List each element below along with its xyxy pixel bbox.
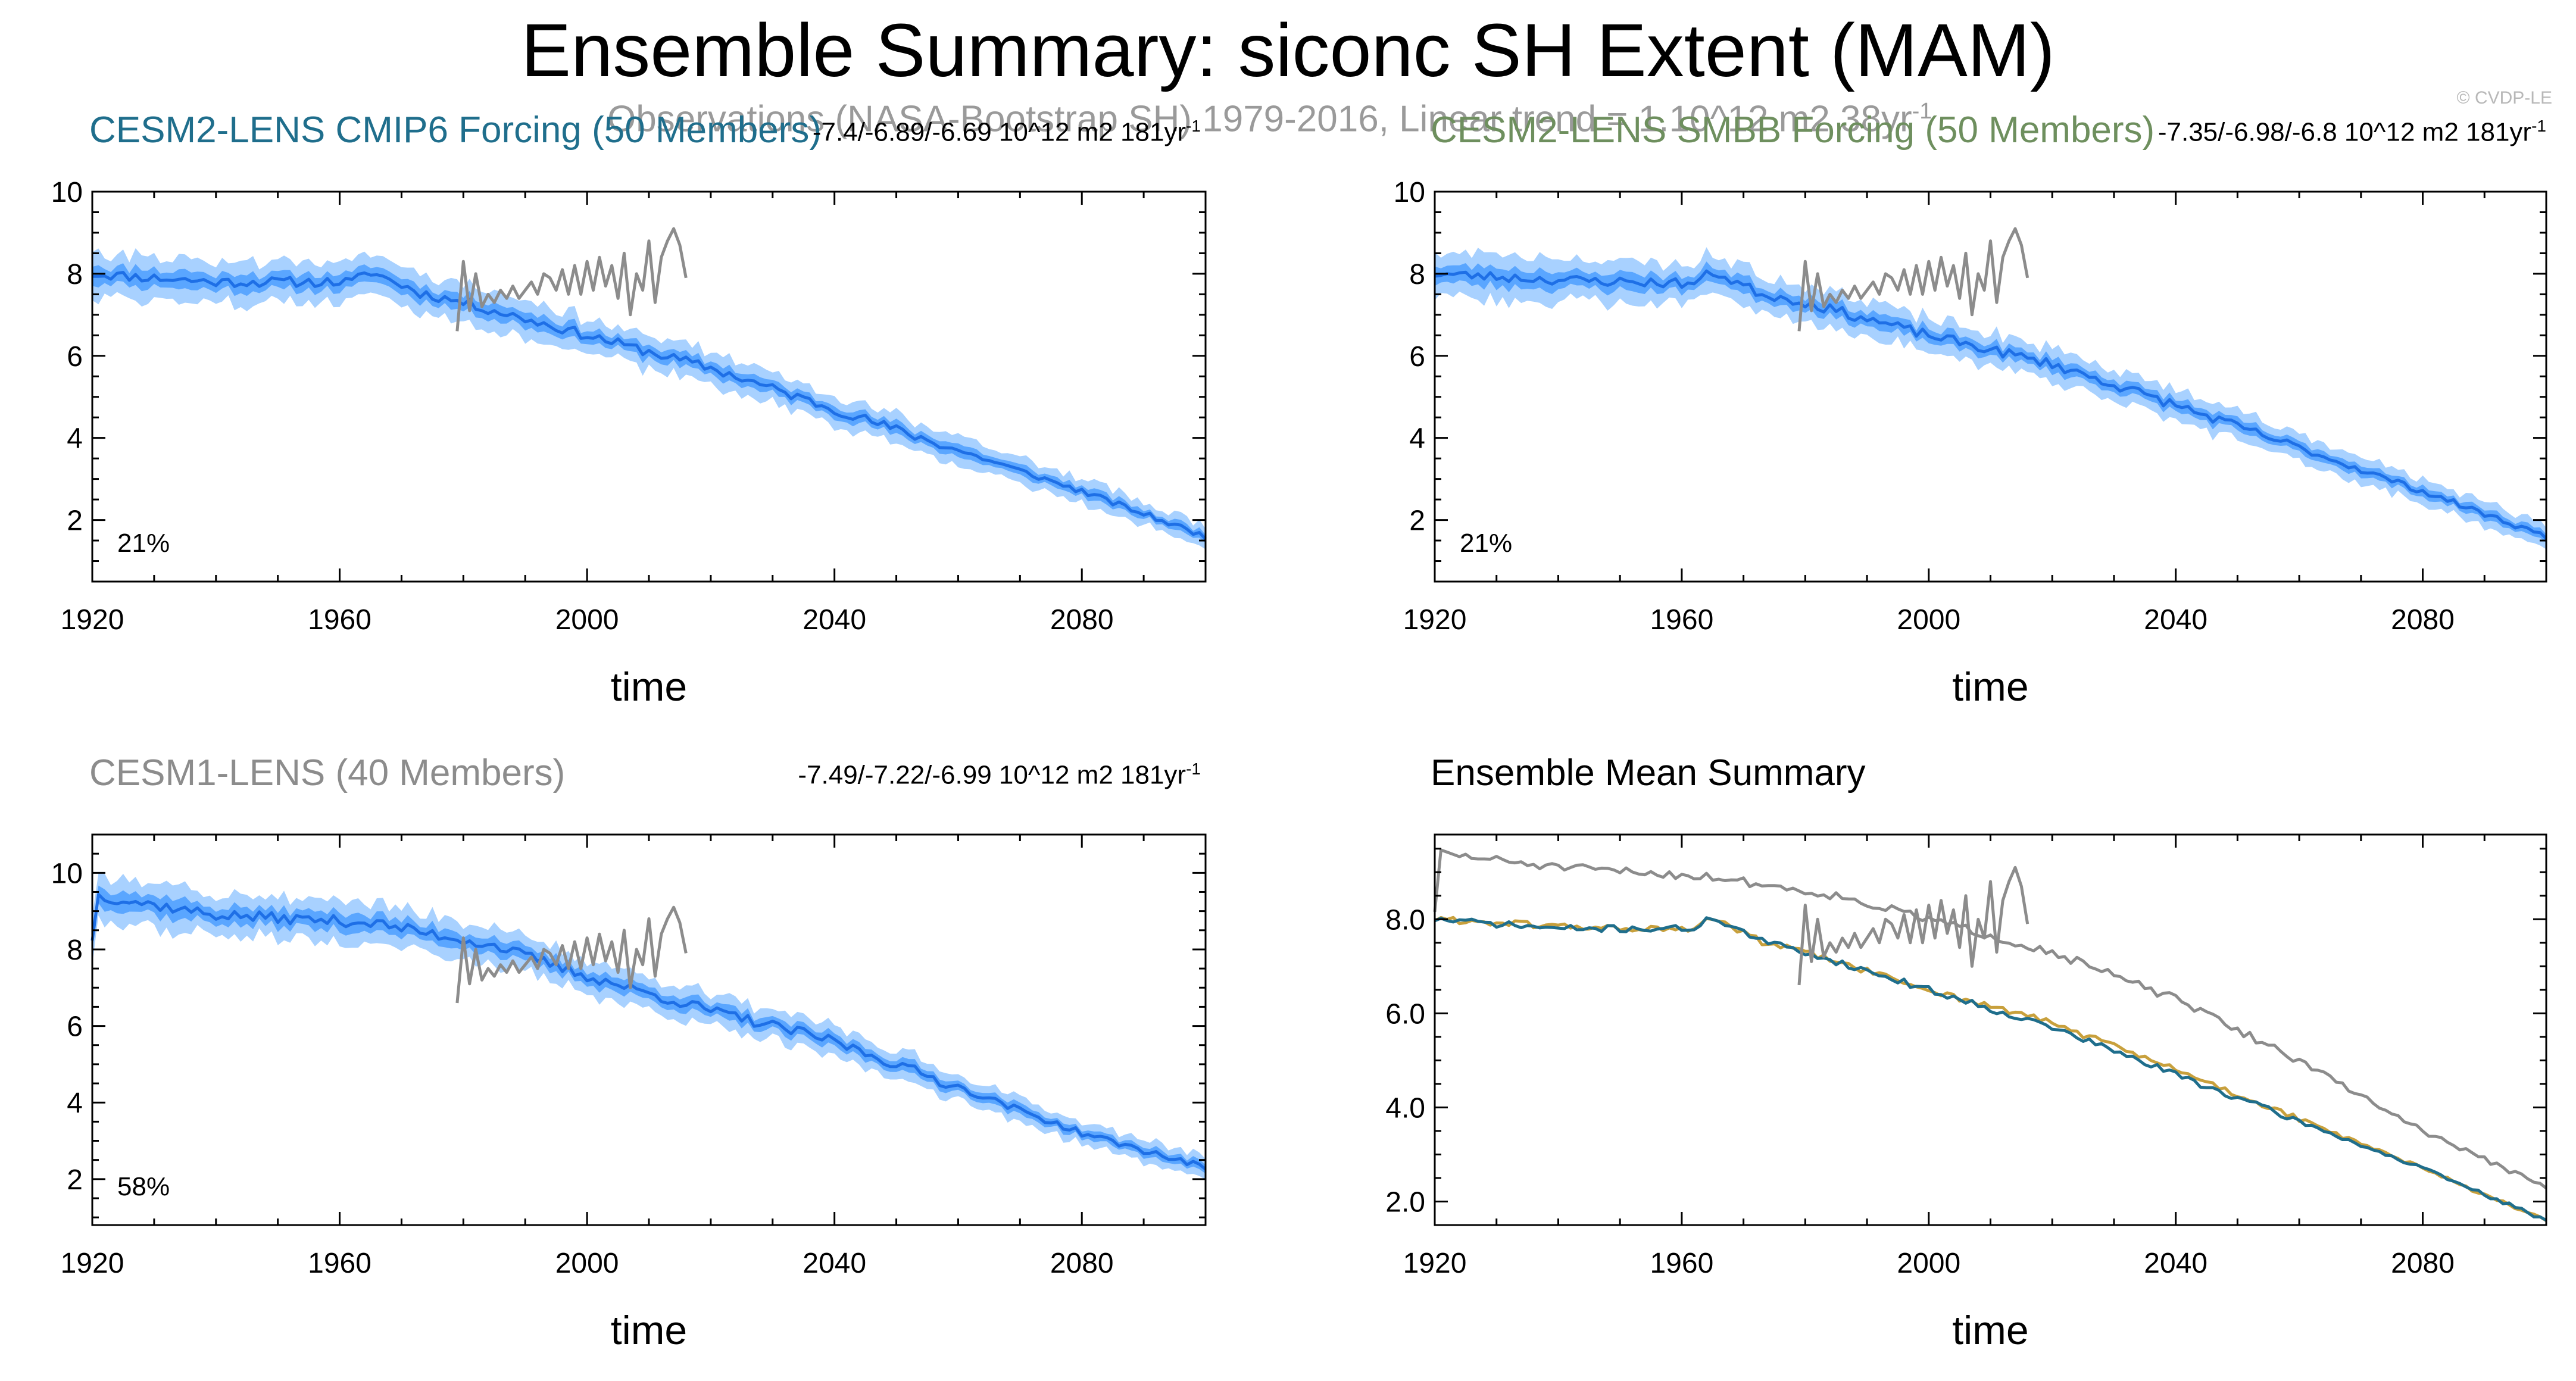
x-tick-label: 2080 (1050, 604, 1114, 636)
observations-label-sup: -1 (1912, 99, 1932, 124)
panel-ensemble-mean-summary: 1920 1960 2000 2040 2080 2.0 4.0 6.0 8.0 time (1385, 833, 2547, 1353)
ensemble-spread-inner (1435, 261, 2546, 543)
ensemble-mean-line (90, 893, 1207, 1171)
panel-stats-sup: -1 (1186, 760, 1201, 778)
panel-title-cesm2-cmip6: CESM2-LENS CMIP6 Forcing (50 Members) (89, 110, 822, 151)
ensemble-spread-outer (92, 873, 1206, 1180)
panel-stats-sup: -1 (1186, 117, 1201, 135)
y-tick-label: 2 (67, 1164, 83, 1196)
panel-title-cesm1: CESM1-LENS (40 Members) (89, 752, 566, 793)
ensemble-spread-outer (1435, 247, 2546, 549)
x-tick-label: 1920 (1403, 1248, 1467, 1279)
y-tick-label: 4 (1409, 423, 1425, 455)
y-tick-label: 2 (1409, 505, 1425, 537)
series-line (1433, 848, 2547, 1190)
x-tick-label: 1960 (1650, 604, 1713, 636)
x-tick-label: 2080 (1050, 1248, 1114, 1279)
percent-label: 21% (1460, 529, 1512, 558)
x-tick-label: 1960 (1650, 1248, 1713, 1279)
ensemble-spread-inner (92, 263, 1206, 543)
panel-title-cesm2-smbb: CESM2-LENS SMBB Forcing (50 Members) (1431, 110, 2155, 151)
x-tick-label: 2040 (2144, 1248, 2207, 1279)
panel-cesm2-smbb: 21% 1920 1960 2000 2040 2080 2 4 6 8 10 time (1394, 177, 2547, 710)
y-tick-label: 2.0 (1385, 1186, 1425, 1218)
y-tick-label: 4 (67, 1088, 83, 1119)
x-tick-label: 2040 (803, 1248, 866, 1279)
x-tick-label: 1920 (61, 604, 124, 636)
x-tick-label: 2040 (2144, 604, 2207, 636)
panel-stats-text: -7.4/-6.89/-6.69 10^12 m2 181yr (812, 117, 1186, 147)
plot-frame (91, 833, 1207, 1226)
y-tick-label: 10 (1394, 177, 1425, 208)
x-axis-title: time (1952, 1308, 2028, 1353)
x-tick-label: 1960 (308, 604, 371, 636)
y-tick-label: 8 (67, 935, 83, 966)
ensemble-spread-outer (92, 248, 1206, 549)
y-tick-label: 8 (67, 259, 83, 290)
percent-label: 21% (117, 529, 170, 558)
panel-stats-cesm2-smbb: -7.35/-6.98/-6.8 10^12 m2 181yr-1 (2158, 118, 2546, 146)
panel-stats-sup: -1 (2531, 117, 2546, 135)
copyright-text: © CVDP-LE (2456, 88, 2552, 108)
panel-stats-text: -7.35/-6.98/-6.8 10^12 m2 181yr (2157, 117, 2532, 147)
y-tick-label: 10 (51, 858, 83, 889)
figure-title: Ensemble Summary: siconc SH Extent (MAM) (521, 8, 2055, 92)
panel-stats-text: -7.49/-7.22/-6.99 10^12 m2 181yr (798, 760, 1186, 790)
observations-label-text: Observations (NASA-Bootstrap SH) 1979-20… (607, 98, 1912, 140)
ensemble-mean-line (92, 271, 1207, 540)
x-axis-title: time (1952, 664, 2028, 710)
y-tick-label: 8.0 (1385, 904, 1425, 936)
y-tick-label: 2 (67, 505, 83, 537)
observations-label: Observations (NASA-Bootstrap SH) 1979-20… (607, 100, 1932, 138)
x-tick-label: 2080 (2391, 604, 2455, 636)
x-tick-label: 2000 (555, 1248, 619, 1279)
y-tick-label: 6 (1409, 341, 1425, 373)
panel-cesm1: 58% 1920 1960 2000 2040 2080 2 4 6 8 10 time (51, 833, 1207, 1353)
x-tick-label: 2040 (803, 604, 866, 636)
x-axis-title: time (611, 1308, 687, 1353)
x-tick-label: 2000 (1897, 604, 1960, 636)
y-tick-label: 10 (51, 177, 83, 208)
panel-cesm2-cmip6: 21% 1920 1960 2000 2040 2080 2 4 6 8 10 time (51, 177, 1207, 710)
percent-label: 58% (117, 1172, 170, 1201)
ensemble-mean-line (1434, 269, 2547, 540)
series-line (1434, 916, 2547, 1222)
x-tick-label: 1960 (308, 1248, 371, 1279)
x-tick-label: 2000 (1897, 1248, 1960, 1279)
y-tick-label: 6 (67, 341, 83, 373)
x-tick-label: 1920 (61, 1248, 124, 1279)
panel-title-ensemble-mean: Ensemble Mean Summary (1431, 752, 1866, 793)
observations-line (455, 905, 688, 1004)
x-tick-label: 2000 (555, 604, 619, 636)
series-line (1434, 916, 2547, 1222)
y-tick-label: 8 (1409, 259, 1425, 290)
y-tick-label: 4 (67, 423, 83, 455)
y-tick-label: 6 (67, 1011, 83, 1043)
x-tick-label: 1920 (1403, 604, 1467, 636)
x-tick-label: 2080 (2391, 1248, 2455, 1279)
y-tick-label: 6.0 (1385, 998, 1425, 1030)
x-axis-title: time (611, 664, 687, 710)
observations-line (1797, 227, 2029, 332)
y-tick-label: 4.0 (1385, 1092, 1425, 1124)
observations-line (1797, 866, 2029, 986)
panel-stats-cesm1: -7.49/-7.22/-6.99 10^12 m2 181yr-1 (798, 761, 1201, 789)
panel-stats-cesm2-cmip6: -7.4/-6.89/-6.69 10^12 m2 181yr-1 (813, 118, 1201, 146)
observations-line (455, 227, 688, 332)
